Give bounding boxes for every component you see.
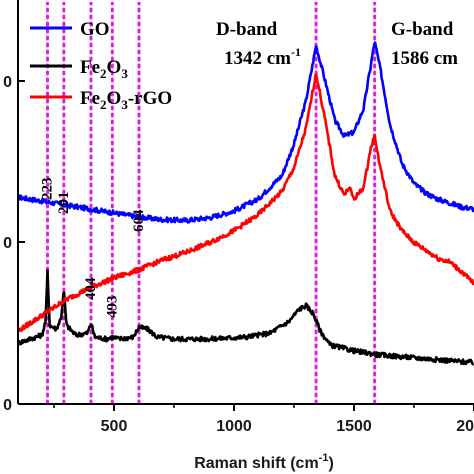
- axes: [17, 0, 474, 405]
- series-lines: [18, 41, 474, 366]
- x-tick-label-1500: 1500: [336, 418, 372, 435]
- ticks: 500 1000 1500 20 0 0 0: [3, 74, 474, 435]
- y-tick-label-0: 0: [3, 397, 12, 414]
- series-line-fe2o3: [18, 269, 474, 366]
- g-band-value: 1586 cm: [391, 48, 458, 69]
- series-line-go: [18, 41, 474, 224]
- legend-label-fe2o3-rgo: Fe2O3-rGO: [80, 88, 172, 112]
- peak-label-223: 223: [40, 178, 56, 201]
- d-band-title: D-band: [216, 19, 278, 40]
- peak-label-493: 493: [104, 296, 120, 319]
- x-tick-label-500: 500: [101, 418, 128, 435]
- y-tick-label-2: 0: [3, 74, 12, 91]
- y-tick-label-1: 0: [3, 235, 12, 252]
- x-tick-label-1000: 1000: [216, 418, 252, 435]
- g-band-title: G-band: [391, 19, 454, 40]
- x-axis-title: Raman shift (cm-1): [194, 452, 334, 472]
- band-annotations: D-band 1342 cm-1 G-band 1586 cm: [216, 19, 458, 69]
- legend-label-go: GO: [80, 19, 110, 40]
- legend: GO Fe2O3 Fe2O3-rGO: [30, 19, 172, 112]
- series-line-fe2o3-rgo: [18, 73, 474, 333]
- x-tick-label-2000: 20: [456, 418, 474, 435]
- d-band-value: 1342 cm-1: [224, 45, 301, 69]
- legend-label-fe2o3: Fe2O3: [80, 57, 128, 81]
- peak-label-291: 291: [56, 192, 72, 215]
- peak-label-404: 404: [83, 277, 99, 300]
- peak-label-604: 604: [131, 209, 147, 232]
